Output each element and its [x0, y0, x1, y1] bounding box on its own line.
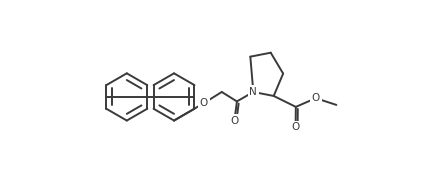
Text: N: N: [250, 87, 257, 97]
Text: O: O: [231, 116, 239, 126]
Text: O: O: [200, 98, 208, 108]
Text: O: O: [312, 93, 320, 103]
Text: O: O: [291, 122, 299, 132]
